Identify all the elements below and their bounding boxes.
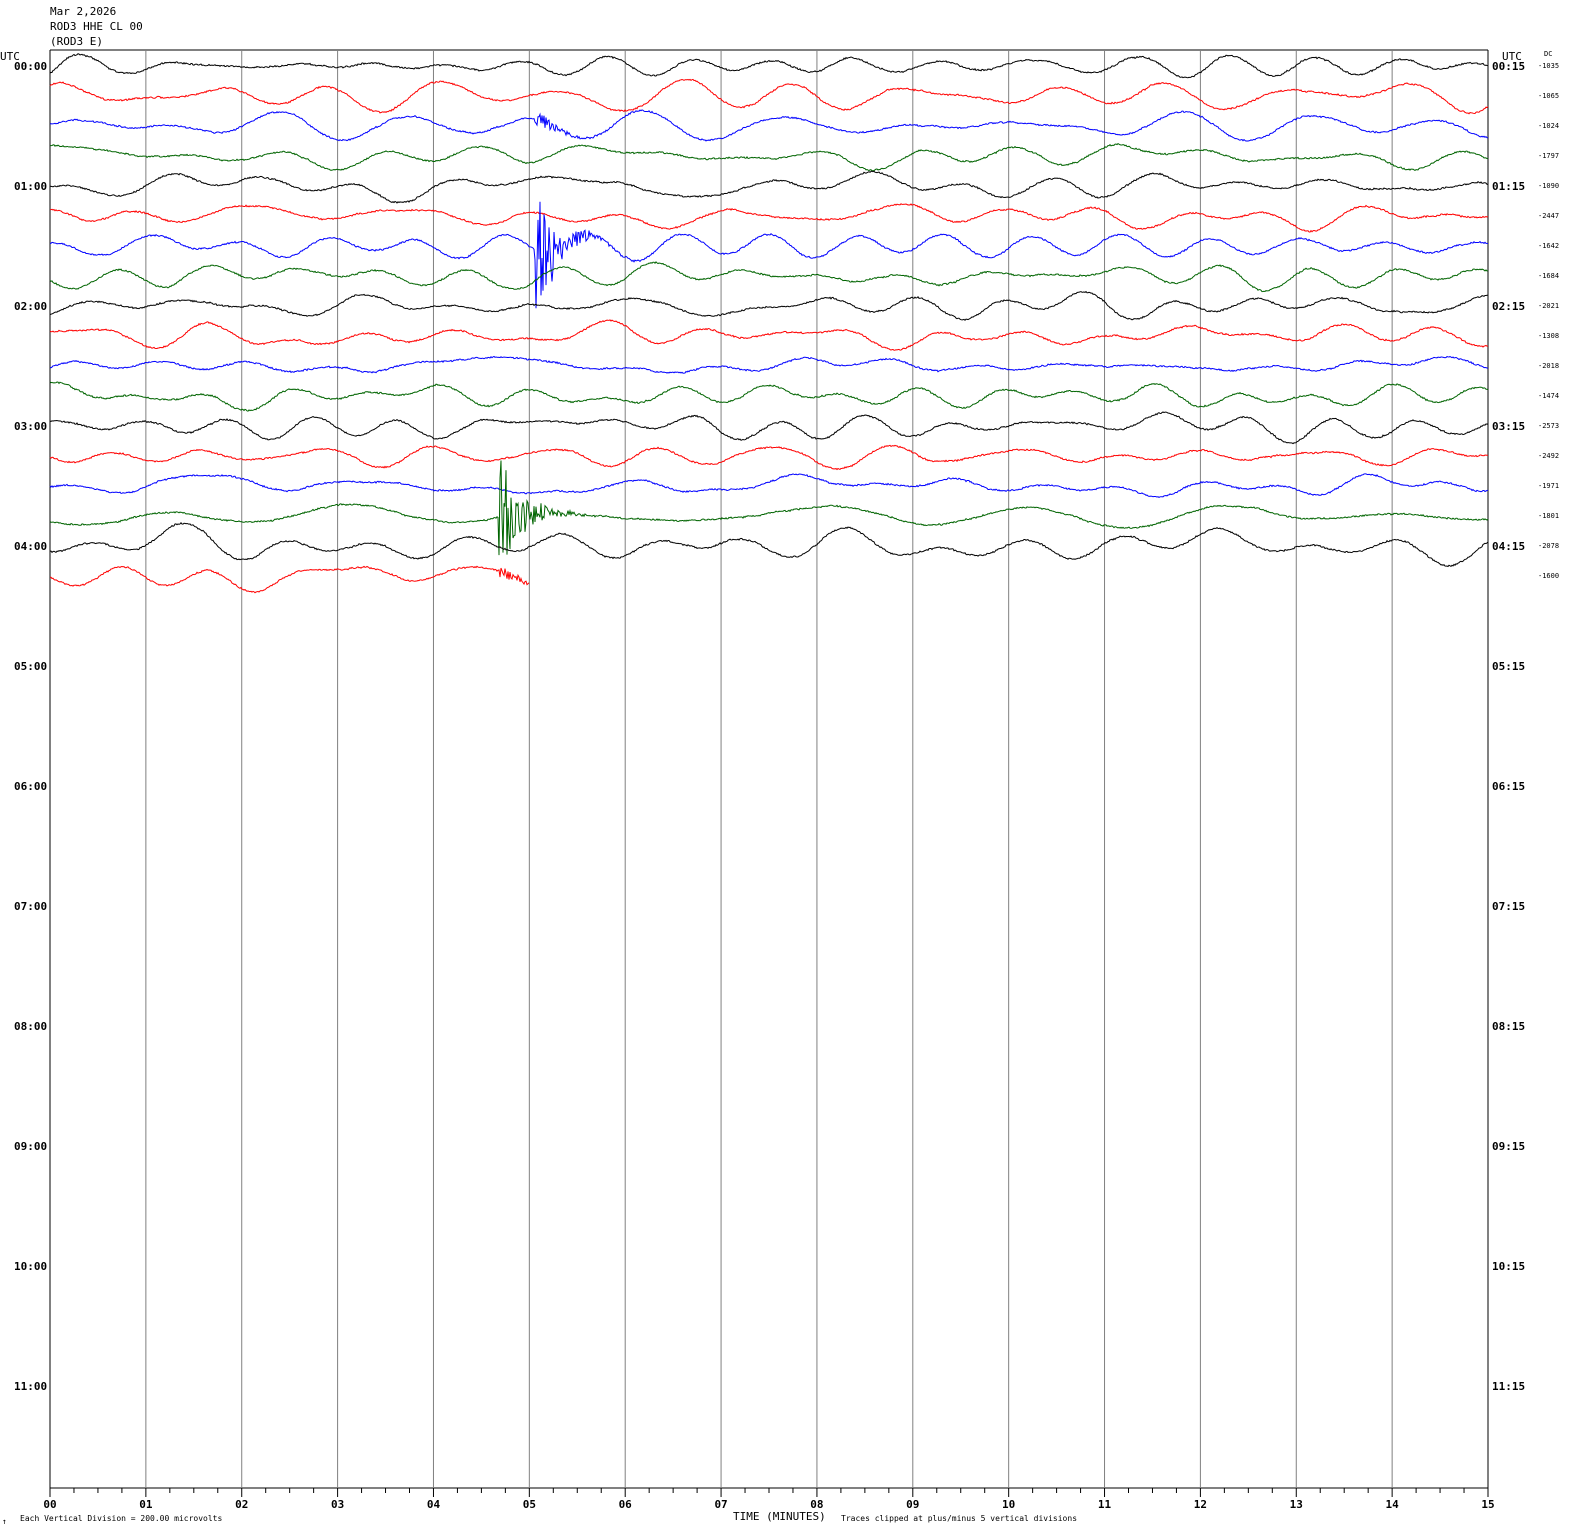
x-tick-label: 05 bbox=[523, 1498, 536, 1511]
dc-value: -2447 bbox=[1538, 212, 1559, 220]
x-tick-label: 03 bbox=[331, 1498, 344, 1511]
x-tick-label: 10 bbox=[1002, 1498, 1015, 1511]
left-hour-label: 07:00 bbox=[14, 900, 47, 913]
dc-value: -1024 bbox=[1538, 122, 1559, 130]
trace-line bbox=[49, 109, 1489, 142]
header-date: Mar 2,2026 bbox=[50, 5, 116, 18]
left-hour-label: 11:00 bbox=[14, 1380, 47, 1393]
x-tick-label: 15 bbox=[1481, 1498, 1494, 1511]
dc-value: -1642 bbox=[1538, 242, 1559, 250]
right-hour-label: 08:15 bbox=[1492, 1020, 1525, 1033]
seismic-traces bbox=[49, 53, 1489, 594]
left-hour-label: 02:00 bbox=[14, 300, 47, 313]
dc-value: -2018 bbox=[1538, 362, 1559, 370]
right-hour-label: 07:15 bbox=[1492, 900, 1525, 913]
trace-line bbox=[49, 142, 1489, 172]
dc-value: -1090 bbox=[1538, 182, 1559, 190]
trace-line bbox=[49, 290, 1489, 322]
trace-line bbox=[49, 78, 1489, 115]
dc-value: -1684 bbox=[1538, 272, 1559, 280]
dc-title: DC bbox=[1544, 50, 1552, 58]
trace-line bbox=[49, 460, 1489, 556]
left-hour-label: 05:00 bbox=[14, 660, 47, 673]
trace-line bbox=[49, 522, 1489, 568]
x-axis-title: TIME (MINUTES) bbox=[733, 1510, 826, 1523]
trace-line bbox=[49, 319, 1489, 351]
left-hour-label: 04:00 bbox=[14, 540, 47, 553]
dc-value: -1308 bbox=[1538, 332, 1559, 340]
dc-value: -1035 bbox=[1538, 62, 1559, 70]
header-station-alt: (ROD3 E) bbox=[50, 35, 103, 48]
x-tick-label: 11 bbox=[1098, 1498, 1112, 1511]
x-tick-label: 00 bbox=[43, 1498, 56, 1511]
right-hour-label: 11:15 bbox=[1492, 1380, 1525, 1393]
x-tick-label: 13 bbox=[1290, 1498, 1303, 1511]
left-hour-label: 10:00 bbox=[14, 1260, 47, 1273]
right-hour-label: 04:15 bbox=[1492, 540, 1525, 553]
left-axis-title: UTC bbox=[0, 50, 20, 63]
x-tick-label: 04 bbox=[427, 1498, 441, 1511]
dc-value: -2078 bbox=[1538, 542, 1559, 550]
right-hour-labels: 00:15 01:15 02:15 03:15 04:15 05:15 06:15 07:15… bbox=[1492, 60, 1525, 1393]
trace-line bbox=[49, 444, 1489, 471]
left-hour-label: 06:00 bbox=[14, 780, 47, 793]
x-tick-label: 07 bbox=[714, 1498, 727, 1511]
left-hour-label: 08:00 bbox=[14, 1020, 47, 1033]
dc-value: -2492 bbox=[1538, 452, 1559, 460]
left-hour-labels: 00:00 01:00 02:00 03:00 04:00 05:00 06:00 07:00… bbox=[14, 60, 47, 1393]
x-tick-label: 09 bbox=[906, 1498, 919, 1511]
dc-value: -2573 bbox=[1538, 422, 1559, 430]
dc-value: -1474 bbox=[1538, 392, 1559, 400]
trace-line bbox=[49, 411, 1489, 445]
trace-line bbox=[49, 201, 1488, 309]
left-hour-label: 03:00 bbox=[14, 420, 47, 433]
left-hour-label: 09:00 bbox=[14, 1140, 47, 1153]
left-hour-label: 01:00 bbox=[14, 180, 47, 193]
right-hour-label: 09:15 bbox=[1492, 1140, 1525, 1153]
x-tick-label: 01 bbox=[139, 1498, 153, 1511]
dc-values: -1035 -1065 -1024 -1797 -1090 -2447 -1642 -1684… bbox=[1538, 62, 1559, 580]
x-tick-label: 12 bbox=[1194, 1498, 1207, 1511]
x-tick-label: 14 bbox=[1386, 1498, 1400, 1511]
right-hour-label: 01:15 bbox=[1492, 180, 1525, 193]
left-hour-label: 00:00 bbox=[14, 60, 47, 73]
trace-line bbox=[49, 355, 1489, 374]
footer-mark: ↑ bbox=[2, 1517, 7, 1526]
trace-line bbox=[50, 565, 530, 594]
trace-line bbox=[49, 53, 1489, 79]
right-axis-title: UTC bbox=[1502, 50, 1522, 63]
dc-value: -1971 bbox=[1538, 482, 1559, 490]
dc-value: -1065 bbox=[1538, 92, 1559, 100]
dc-value: -1600 bbox=[1538, 572, 1559, 580]
trace-line bbox=[49, 473, 1489, 498]
right-hour-label: 03:15 bbox=[1492, 420, 1525, 433]
right-hour-label: 06:15 bbox=[1492, 780, 1525, 793]
trace-line bbox=[49, 170, 1489, 204]
header-station: ROD3 HHE CL 00 bbox=[50, 20, 143, 33]
x-tick-label: 06 bbox=[619, 1498, 633, 1511]
footer-clip-note: Traces clipped at plus/minus 5 vertical … bbox=[841, 1514, 1077, 1523]
right-hour-label: 05:15 bbox=[1492, 660, 1525, 673]
trace-line bbox=[49, 381, 1489, 412]
trace-line bbox=[49, 203, 1489, 233]
x-tick-label: 08 bbox=[810, 1498, 823, 1511]
right-hour-label: 02:15 bbox=[1492, 300, 1525, 313]
dc-value: -1797 bbox=[1538, 152, 1559, 160]
dc-value: -2021 bbox=[1538, 302, 1559, 310]
footer-scale-note: Each Vertical Division = 200.00 microvol… bbox=[20, 1514, 222, 1523]
right-hour-label: 00:15 bbox=[1492, 60, 1525, 73]
trace-line bbox=[49, 261, 1489, 293]
x-axis: 00 01 02 03 04 05 06 07 08 09 10 11 12 13 14 15 bbox=[43, 1488, 1495, 1511]
x-tick-label: 02 bbox=[235, 1498, 248, 1511]
right-hour-label: 10:15 bbox=[1492, 1260, 1525, 1273]
dc-value: -1801 bbox=[1538, 512, 1559, 520]
